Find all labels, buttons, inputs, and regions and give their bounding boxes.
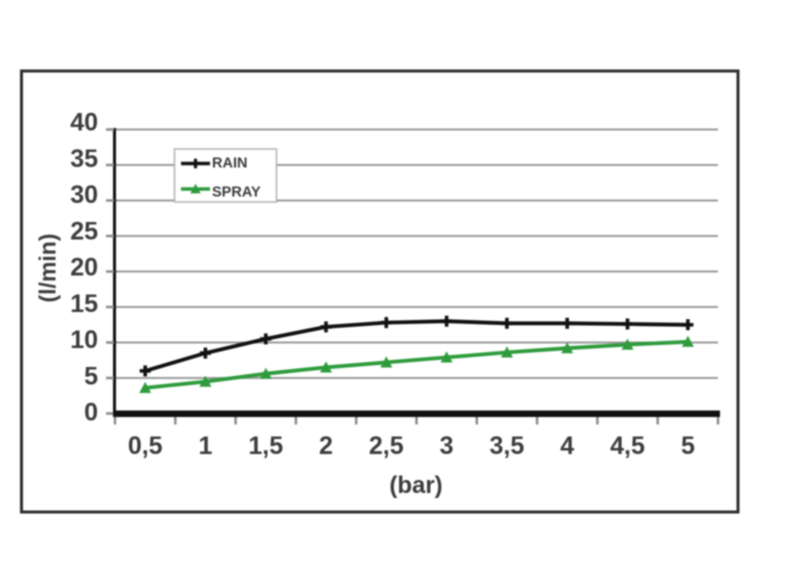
svg-text:2,5: 2,5 (369, 432, 404, 460)
svg-text:15: 15 (70, 290, 98, 318)
svg-text:3,5: 3,5 (490, 432, 525, 460)
svg-text:1: 1 (198, 432, 212, 460)
svg-text:30: 30 (70, 181, 98, 209)
svg-text:5: 5 (681, 432, 695, 460)
svg-text:3: 3 (440, 432, 454, 460)
svg-text:0: 0 (84, 399, 98, 427)
svg-text:4,5: 4,5 (610, 432, 645, 460)
svg-text:40: 40 (70, 109, 98, 137)
svg-text:SPRAY: SPRAY (212, 184, 261, 200)
svg-text:10: 10 (70, 326, 98, 354)
svg-text:2: 2 (319, 432, 333, 460)
svg-text:20: 20 (70, 254, 98, 282)
svg-text:RAIN: RAIN (212, 156, 247, 172)
svg-text:(l/min): (l/min) (35, 234, 61, 303)
svg-text:(bar): (bar) (389, 472, 442, 499)
svg-text:0,5: 0,5 (128, 432, 163, 460)
svg-text:5: 5 (84, 362, 98, 390)
svg-text:25: 25 (70, 217, 98, 245)
svg-text:1,5: 1,5 (248, 432, 283, 460)
svg-text:35: 35 (70, 145, 98, 173)
svg-text:4: 4 (560, 432, 574, 460)
